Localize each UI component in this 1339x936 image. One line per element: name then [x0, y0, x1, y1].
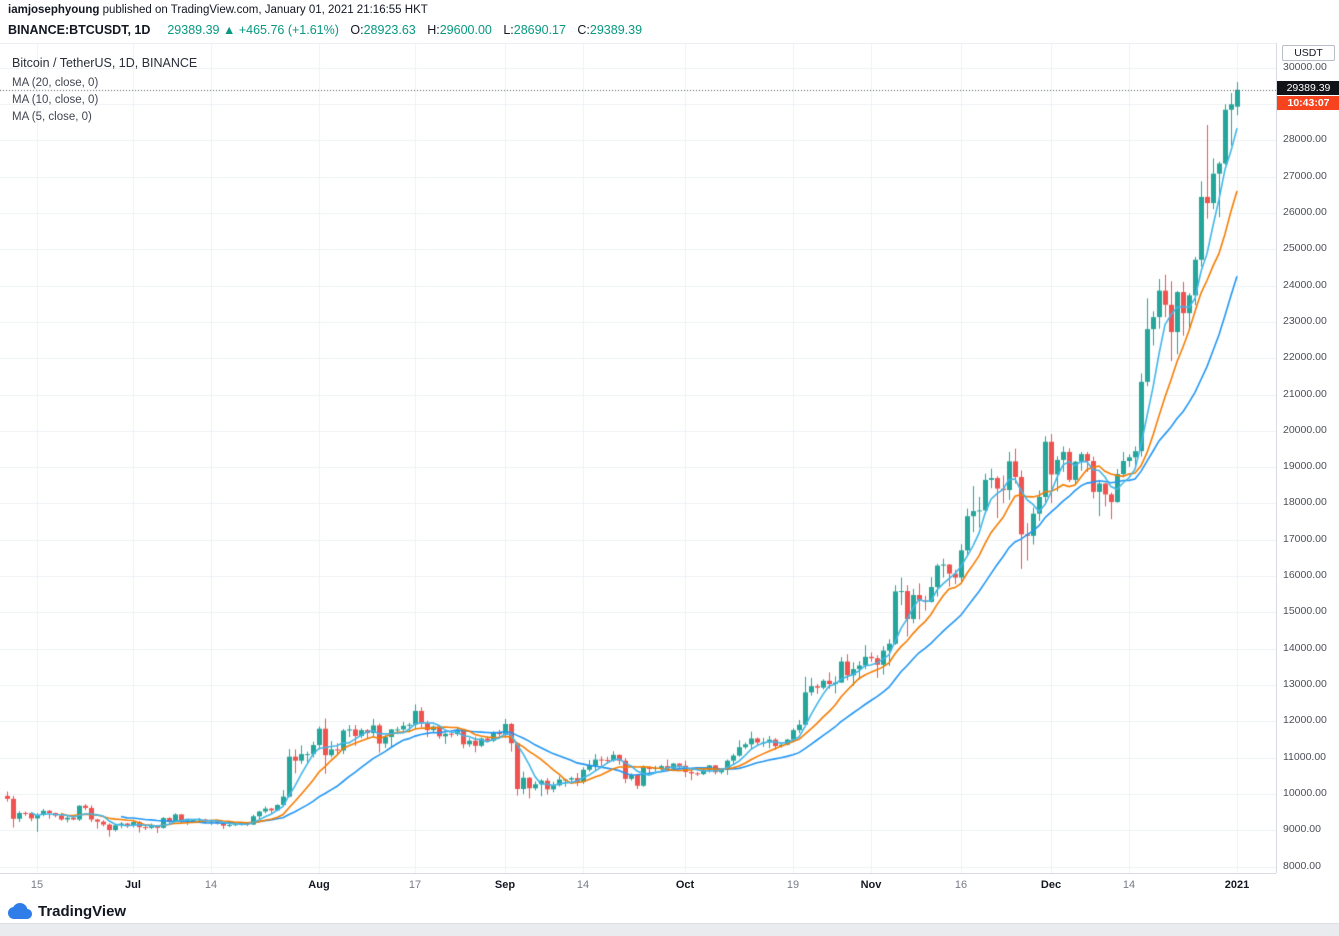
- publish-author: iamjosephyoung: [8, 4, 100, 16]
- price-tick-label: 21000.00: [1283, 387, 1327, 400]
- price-tick-label: 8000.00: [1283, 859, 1321, 872]
- time-tick-label: Sep: [494, 879, 516, 891]
- legend-symbol-title[interactable]: Bitcoin / TetherUS, 1D, BINANCE: [12, 56, 198, 70]
- time-tick-label: Nov: [860, 879, 882, 891]
- symbol-bar: BINANCE:BTCUSDT, 1D 29389.39 ▲ +465.76 (…: [0, 21, 1339, 43]
- price-tick-label: 20000.00: [1283, 423, 1327, 436]
- legend-ma10[interactable]: MA (10, close, 0): [12, 94, 99, 106]
- price-axis[interactable]: USDT 29389.39 10:43:07 8000.00 9000.00 100…: [1276, 43, 1339, 873]
- price-tick-label: 24000.00: [1283, 278, 1327, 291]
- symbol-name: BINANCE:BTCUSDT, 1D: [8, 23, 151, 37]
- chart-legend: Bitcoin / TetherUS, 1D, BINANCE MA (20, …: [12, 56, 197, 126]
- close-label: C:: [577, 23, 590, 37]
- legend-ma5[interactable]: MA (5, close, 0): [12, 111, 92, 123]
- price-tick-label: 25000.00: [1283, 242, 1327, 255]
- chart-plot-area: Bitcoin / TetherUS, 1D, BINANCE MA (20, …: [0, 43, 1276, 874]
- change-arrow-icon: ▲: [222, 23, 236, 37]
- low-value: 28690.17: [513, 23, 566, 37]
- price-tick-label: 11000.00: [1283, 750, 1327, 763]
- high-label: H:: [427, 23, 440, 37]
- time-tick-label: 17: [408, 879, 422, 891]
- time-tick-label: Oct: [675, 879, 695, 891]
- time-tick-label: 14: [1122, 879, 1136, 891]
- legend-ma20[interactable]: MA (20, close, 0): [12, 77, 99, 89]
- time-tick-label: Jul: [125, 879, 141, 891]
- time-tick-label: 14: [576, 879, 590, 891]
- time-tick-label: 19: [786, 879, 800, 891]
- price-tick-label: 17000.00: [1283, 532, 1327, 545]
- close-value: 29389.39: [589, 23, 643, 37]
- low-label: L:: [503, 23, 514, 37]
- publish-text: published on TradingView.com, January 01…: [99, 4, 428, 16]
- price-tick-label: 15000.00: [1283, 605, 1327, 618]
- time-tick-label: Aug: [308, 879, 330, 891]
- price-tick-label: 16000.00: [1283, 569, 1327, 582]
- open-label: O:: [350, 23, 364, 37]
- bottom-strip: [0, 923, 1339, 936]
- time-axis[interactable]: 15 Jul 14 Aug 17 Sep 14 Oct 19 Nov 16 Dec 14 2021: [0, 873, 1276, 898]
- tradingview-brand-link[interactable]: TradingView: [8, 901, 126, 922]
- time-tick-label: 2021: [1224, 879, 1250, 891]
- last-price-badge: 29389.39: [1277, 80, 1339, 95]
- price-tick-label: 30000.00: [1283, 60, 1327, 73]
- price-tick-label: 19000.00: [1283, 460, 1327, 473]
- tradingview-cloud-logo-icon: [8, 901, 32, 922]
- time-tick-label: 15: [30, 879, 44, 891]
- high-value: 29600.00: [439, 23, 492, 37]
- price-tick-label: 28000.00: [1283, 133, 1327, 146]
- price-chart-canvas[interactable]: [0, 44, 1276, 874]
- price-tick-label: 18000.00: [1283, 496, 1327, 509]
- footer: TradingView: [0, 898, 1339, 936]
- currency-toggle[interactable]: USDT: [1282, 45, 1335, 61]
- price-tick-label: 22000.00: [1283, 351, 1327, 364]
- price-tick-label: 26000.00: [1283, 205, 1327, 218]
- time-tick-label: 16: [954, 879, 968, 891]
- price-tick-label: 9000.00: [1283, 823, 1321, 836]
- last-price-value: 29389.39: [167, 23, 220, 37]
- price-tick-label: 10000.00: [1283, 787, 1327, 800]
- price-tick-label: 12000.00: [1283, 714, 1327, 727]
- time-tick-label: Dec: [1040, 879, 1062, 891]
- time-tick-label: 14: [204, 879, 218, 891]
- price-tick-label: 27000.00: [1283, 169, 1327, 182]
- brand-name: TradingView: [38, 903, 127, 920]
- price-tick-label: 13000.00: [1283, 678, 1327, 691]
- change-value: +465.76 (+1.61%): [238, 23, 339, 37]
- price-tick-label: 14000.00: [1283, 641, 1327, 654]
- open-value: 28923.63: [363, 23, 416, 37]
- bar-countdown-badge: 10:43:07: [1277, 95, 1339, 110]
- publish-bar: iamjosephyoung published on TradingView.…: [0, 0, 1339, 21]
- price-tick-label: 23000.00: [1283, 314, 1327, 327]
